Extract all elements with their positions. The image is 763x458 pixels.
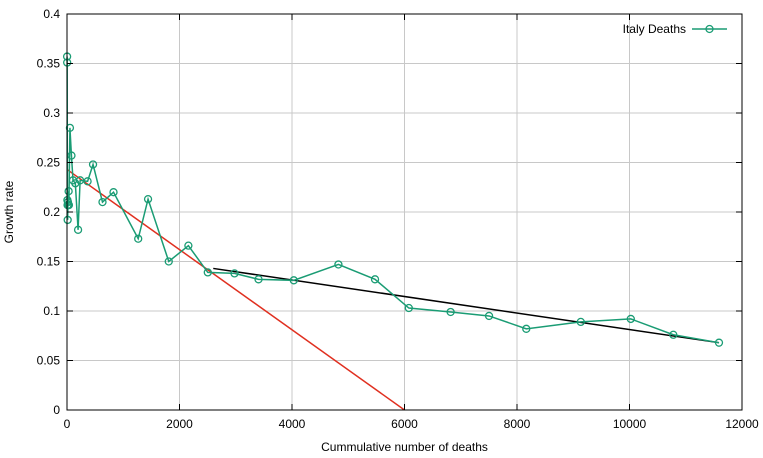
axis-ticks: 0 2000 4000 6000 8000 10000 12000 0 0.05 0.1 0.15 0… [37, 7, 759, 431]
legend-label-italy-deaths: Italy Deaths [623, 22, 686, 36]
data-point [203, 268, 212, 277]
x-tick-label: 8000 [504, 417, 531, 431]
data-point [64, 200, 74, 210]
x-tick-label: 2000 [166, 417, 193, 431]
data-point [289, 276, 298, 285]
data-point [484, 311, 494, 321]
data-point [98, 197, 107, 207]
grid-lines [67, 14, 742, 410]
data-point [669, 330, 678, 339]
data-point [64, 187, 73, 196]
data-point [334, 260, 343, 269]
data-point [626, 314, 635, 324]
y-axis-label: Growth rate [2, 180, 16, 243]
data-series [62, 52, 724, 347]
data-point [67, 151, 76, 160]
legend-marker [705, 24, 714, 34]
data-point [370, 275, 380, 284]
data-point [88, 160, 98, 169]
data-point [65, 123, 75, 132]
data-point [254, 275, 263, 284]
x-tick-label: 12000 [725, 417, 759, 431]
data-point [404, 303, 413, 313]
y-tick-label: 0.3 [43, 106, 60, 120]
data-point [143, 194, 153, 204]
y-tick-label: 0.25 [37, 156, 61, 170]
data-point [73, 225, 83, 234]
y-tick-label: 0.2 [43, 205, 60, 219]
series-line [66, 56, 720, 344]
x-tick-label: 4000 [279, 417, 306, 431]
y-tick-label: 0 [53, 403, 60, 417]
x-tick-label: 6000 [391, 417, 418, 431]
fit-lines [66, 168, 720, 411]
data-point [714, 338, 724, 347]
legend: Italy Deaths [623, 22, 727, 36]
data-point [230, 269, 239, 278]
data-point [446, 307, 455, 317]
data-point [164, 257, 173, 266]
data-point [134, 234, 143, 243]
x-axis-label: Cummulative number of deaths [321, 440, 488, 454]
data-point [184, 241, 193, 250]
data-point [576, 317, 585, 327]
y-tick-label: 0.1 [43, 304, 60, 318]
x-tick-label: 0 [64, 417, 71, 431]
y-tick-label: 0.15 [37, 255, 61, 269]
data-point [83, 177, 92, 186]
y-tick-label: 0.05 [37, 354, 61, 368]
data-point [522, 324, 531, 333]
y-tick-label: 0.35 [37, 57, 61, 71]
data-point [63, 215, 72, 225]
x-tick-label: 10000 [613, 417, 647, 431]
data-point [109, 188, 118, 197]
y-tick-label: 0.4 [43, 7, 60, 21]
